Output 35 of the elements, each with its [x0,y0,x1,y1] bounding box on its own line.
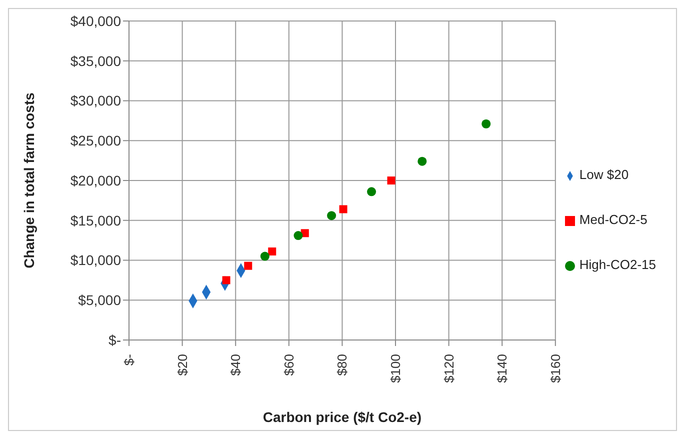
y-tick-label: $- [108,332,122,348]
x-tick-label: $60 [281,354,296,376]
y-tick-label: $10,000 [70,252,122,268]
point [300,229,309,238]
point [327,211,336,220]
point [268,247,276,256]
point [294,231,303,240]
y-tick-label: $25,000 [70,132,122,149]
legend-label: Med-CO2-5 [579,212,648,227]
y-tick-label: $5,000 [78,292,122,308]
x-tick-label: $80 [334,354,350,376]
point [482,119,491,128]
x-tick-label: $140 [494,354,510,383]
y-tick-label: $40,000 [70,12,122,29]
x-axis-title: Carbon price ($/t Co2-e) [262,409,422,425]
point [339,205,348,214]
point [418,156,427,166]
x-tick-label: $160 [548,354,563,383]
y-tick-label: $15,000 [70,212,122,228]
y-tick-label: $35,000 [70,52,122,69]
x-tick-label: $20 [174,354,190,376]
y-axis-title: Change in total farm costs [20,92,37,268]
legend-label: High-CO2-15 [579,257,656,272]
y-tick-label: $20,000 [70,172,122,188]
x-tick-label: $- [122,354,136,366]
x-tick-label: $120 [441,354,456,383]
x-tick-label: $100 [388,354,404,383]
point [367,187,376,196]
point [222,276,230,284]
point [387,176,396,184]
point [244,262,252,270]
x-tick-label: $40 [228,354,244,376]
legend-label: Low $20 [579,167,629,182]
point [260,252,270,261]
y-tick-label: $30,000 [70,92,122,109]
